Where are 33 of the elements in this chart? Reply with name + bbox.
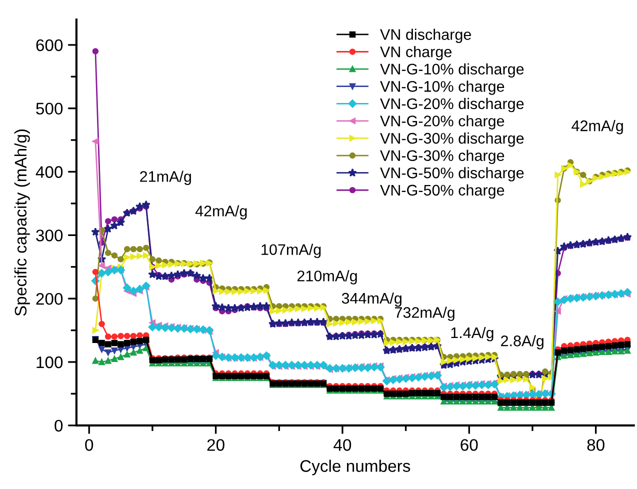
y-tick-label: 200 — [36, 292, 63, 305]
legend-label: VN-G-50% discharge — [380, 167, 524, 182]
annotation: 21mA/g — [140, 170, 191, 185]
y-tick-label: 500 — [36, 102, 63, 115]
y-tick-label: 300 — [36, 230, 63, 242]
y-tick-label: 400 — [36, 166, 63, 178]
annotation: 1.4A/g — [451, 326, 494, 342]
y-tick-label: 100 — [36, 356, 63, 368]
legend-label: VN-G-30% charge — [380, 150, 504, 164]
legend-label: VN-G-30% discharge — [380, 132, 524, 147]
x-tick-label: 40 — [334, 439, 352, 451]
x-axis-title: Cycle numbers — [300, 460, 410, 476]
annotation: 2.8A/g — [501, 335, 544, 350]
annotation: 107mA/g — [262, 244, 321, 258]
legend-label: VN-G-20% charge — [380, 115, 504, 130]
y-axis-title: Specific capacity (mAh/g) — [14, 130, 30, 316]
annotation: 732mA/g — [395, 306, 454, 321]
x-tick-label: 80 — [587, 439, 604, 451]
legend-label: VN-G-10% charge — [380, 80, 504, 95]
y-tick-label: 0 — [54, 420, 63, 432]
y-tick-label: 600 — [36, 39, 63, 52]
annotation: 210mA/g — [297, 270, 357, 284]
legend-label: VN-G-10% discharge — [380, 63, 524, 78]
annotation: 344mA/g — [342, 292, 402, 307]
legend-label: VN-G-20% discharge — [380, 98, 524, 112]
annotation: 42mA/g — [195, 205, 247, 220]
legend-label: VN discharge — [380, 28, 472, 43]
annotation: 42mA/g — [572, 120, 623, 134]
x-tick-label: 20 — [207, 439, 224, 451]
x-tick-label: 60 — [460, 439, 478, 451]
x-tick-label: 0 — [85, 439, 94, 451]
legend-label: VN charge — [380, 46, 452, 60]
legend-label: VN-G-50% charge — [380, 184, 504, 199]
